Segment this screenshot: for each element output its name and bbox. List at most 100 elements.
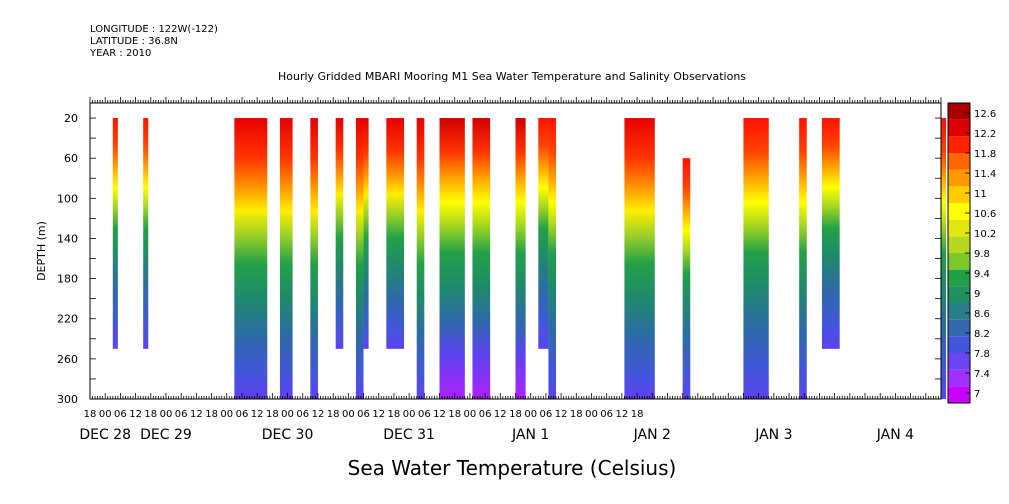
- colorbar-swatch: [948, 219, 970, 237]
- x-axis: 18 00 06 12 18 00 06 12 18 00 06 12 18 00 06 12 18 00 06 12…: [79, 97, 942, 443]
- x-hour-tick-label: 00: [403, 409, 416, 420]
- colorbar-swatch: [948, 169, 970, 187]
- x-hour-tick-label: 00: [160, 409, 173, 420]
- colorbar-label: Sea Water Temperature (Celsius): [348, 456, 677, 480]
- colorbar-tick-label: 12.2: [974, 129, 996, 140]
- y-tick-label: 300: [57, 393, 78, 406]
- colorbar-tick-label: 11: [974, 189, 987, 200]
- x-hour-tick-label: 00: [99, 409, 112, 420]
- observation-band: [682, 158, 691, 399]
- observation-band: [439, 118, 465, 400]
- colorbar-swatch: [948, 119, 970, 137]
- x-hour-tick-label: 00: [585, 409, 598, 420]
- colorbar: 7 7.4 7.8 8.2 8.6 9 9.4 9.8 10.2 10.6 11 11.4 11.8 12…: [947, 102, 996, 404]
- colorbar-swatch: [948, 319, 970, 337]
- x-hour-tick-label: 06: [175, 409, 188, 420]
- x-hour-tick-label: 12: [372, 409, 385, 420]
- colorbar-tick-label: 12.6: [974, 109, 996, 120]
- x-hour-tick-label: 00: [220, 409, 233, 420]
- x-hour-tick-label: 12: [494, 409, 507, 420]
- x-hour-tick-label: 18: [144, 409, 157, 420]
- colorbar-swatch: [948, 386, 970, 403]
- x-hour-tick-label: 06: [296, 409, 309, 420]
- colorbar-tick-label: 7.8: [974, 349, 990, 360]
- x-hour-tick-label: 18: [84, 409, 97, 420]
- colorbar-tick-label: 11.4: [974, 169, 996, 180]
- x-day-label: JAN 3: [754, 427, 792, 443]
- colorbar-swatch: [948, 303, 970, 320]
- x-hour-tick-label: 06: [114, 409, 127, 420]
- observation-band: [941, 118, 947, 400]
- observation-band: [363, 118, 369, 349]
- observation-band: [821, 118, 840, 349]
- x-hour-tick-label: 18: [205, 409, 218, 420]
- observation-band: [472, 118, 491, 400]
- colorbar-swatch: [948, 153, 970, 170]
- x-hour-tick-label: 00: [524, 409, 537, 420]
- observation-band: [112, 118, 118, 349]
- observation-band: [234, 118, 268, 400]
- x-hour-tick-label: 06: [600, 409, 613, 420]
- colorbar-swatch: [948, 369, 970, 387]
- x-hour-tick-label: 06: [418, 409, 431, 420]
- y-tick-label: 180: [57, 273, 78, 286]
- longitude-label: LONGITUDE : 122W(-122): [90, 24, 218, 35]
- colorbar-swatch: [948, 136, 970, 153]
- y-tick-label: 220: [57, 313, 78, 326]
- observation-band: [355, 118, 364, 400]
- colorbar-swatch: [948, 103, 970, 120]
- x-day-label: DEC 31: [383, 427, 435, 443]
- y-tick-label: 140: [57, 232, 78, 245]
- x-day-label: DEC 29: [140, 427, 192, 443]
- x-day-label: DEC 30: [262, 427, 314, 443]
- year-label: YEAR : 2010: [90, 48, 152, 59]
- observation-band: [538, 118, 549, 349]
- observation-band: [799, 118, 807, 400]
- x-hour-tick-label: 18: [327, 409, 340, 420]
- observation-bands: [112, 118, 947, 400]
- y-axis: 20 60 100 140 180 220 260 300: [57, 112, 941, 406]
- x-hour-tick-label: 06: [479, 409, 492, 420]
- observation-band: [743, 118, 769, 400]
- chart-title: Hourly Gridded MBARI Mooring M1 Sea Wate…: [278, 70, 746, 83]
- colorbar-swatch: [948, 269, 970, 287]
- x-hour-tick-label: 12: [129, 409, 142, 420]
- x-hour-tick-label: 18: [570, 409, 583, 420]
- y-tick-label: 20: [64, 112, 78, 125]
- x-hour-tick-label: 18: [266, 409, 279, 420]
- colorbar-swatch: [948, 236, 970, 253]
- x-day-label: DEC 28: [79, 427, 131, 443]
- colorbar-tick-label: 8.6: [974, 309, 990, 320]
- x-hour-tick-label: 18: [509, 409, 522, 420]
- x-hour-tick-label: 12: [251, 409, 264, 420]
- y-tick-label: 60: [64, 152, 78, 165]
- observation-band: [279, 118, 293, 400]
- y-tick-label: 260: [57, 353, 78, 366]
- colorbar-tick-label: 7: [974, 389, 980, 400]
- x-hour-tick-label: 18: [448, 409, 461, 420]
- observation-band: [624, 118, 655, 400]
- x-hour-tick-label: 12: [433, 409, 446, 420]
- colorbar-swatch: [948, 253, 970, 270]
- observation-band: [310, 118, 318, 400]
- colorbar-tick-label: 7.4: [974, 369, 990, 380]
- observation-band: [548, 118, 557, 400]
- colorbar-swatch: [948, 203, 970, 220]
- x-hour-tick-label: 12: [555, 409, 568, 420]
- colorbar-tick-label: 9: [974, 289, 980, 300]
- x-day-label: JAN 1: [511, 427, 549, 443]
- latitude-label: LATITUDE : 36.8N: [90, 36, 178, 47]
- x-hour-tick-label: 18: [388, 409, 401, 420]
- colorbar-tick-label: 11.8: [974, 149, 996, 160]
- x-hour-tick-label: 12: [190, 409, 203, 420]
- colorbar-swatch: [948, 186, 970, 203]
- colorbar-tick-label: 9.8: [974, 249, 990, 260]
- x-hour-tick-label: 06: [357, 409, 370, 420]
- colorbar-swatch: [948, 353, 970, 370]
- observation-band: [515, 118, 526, 400]
- x-hour-tick-label: 00: [342, 409, 355, 420]
- colorbar-tick-label: 9.4: [974, 269, 990, 280]
- x-hour-tick-label: 06: [540, 409, 553, 420]
- colorbar-swatch: [948, 286, 970, 303]
